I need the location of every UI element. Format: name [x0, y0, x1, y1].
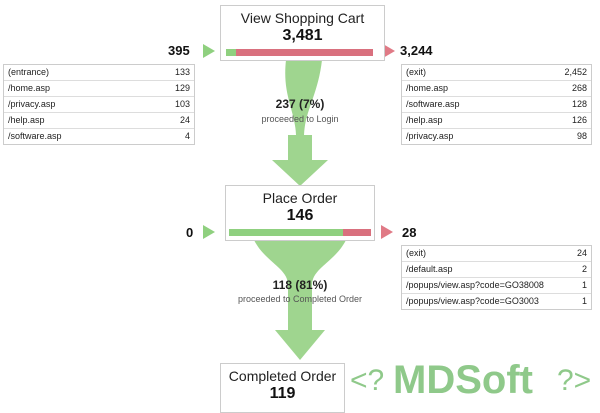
table-row: (entrance) 133	[4, 65, 194, 81]
entrance-count: 0	[186, 225, 194, 240]
exit-bar	[236, 49, 373, 56]
entrance-count: 395	[168, 43, 190, 58]
destination: (exit)	[406, 67, 426, 77]
count: 128	[571, 99, 587, 109]
page: Funnel body { margin: 0; width: 600px; h…	[3, 5, 592, 413]
table-row: (exit) 24	[402, 246, 591, 262]
step-title: Place Order	[262, 190, 338, 206]
table-row: /home.asp 268	[402, 81, 591, 97]
table-row: /home.asp 129	[4, 81, 194, 97]
count: 2,452	[564, 67, 587, 77]
step-box: Completed Order 119	[220, 363, 345, 413]
exit-table: (exit) 24 /default.asp 2 /popups/view.asp?…	[401, 245, 592, 310]
destination: /default.asp	[406, 264, 453, 274]
count: 2	[581, 264, 587, 274]
destination: /popups/view.asp?code=GO3003	[406, 296, 539, 306]
table-row: /help.asp 24	[4, 113, 194, 129]
source: (entrance)	[8, 67, 50, 77]
table-row: /help.asp 126	[402, 113, 591, 129]
step-title: Completed Order	[228, 368, 337, 384]
exit-table: (exit) 2,452 /home.asp 268 /software.asp 12…	[401, 64, 592, 145]
table-row: (exit) 2,452	[402, 65, 591, 81]
count: 1	[581, 280, 587, 290]
source: /home.asp	[8, 83, 51, 93]
table-row: /popups/view.asp?code=GO38008 1	[402, 278, 591, 294]
exit-bar	[343, 229, 371, 236]
proceed-bar	[229, 229, 343, 236]
entrance-arrow	[203, 225, 215, 239]
funnel-arrow	[272, 60, 328, 186]
watermark-logo: MDSoft	[393, 358, 533, 402]
destination: /help.asp	[406, 115, 443, 125]
count: 126	[571, 115, 587, 125]
body: View Shopping Cart 3,481 395 3,244 (entr…	[3, 5, 592, 413]
exit-arrow	[383, 44, 395, 58]
count: 4	[184, 131, 190, 141]
step-box: Place Order 146	[225, 185, 375, 241]
watermark-open: <?	[350, 364, 385, 397]
table-row: /software.asp 4	[4, 129, 194, 144]
proceeded-label: proceeded to Login	[261, 114, 339, 124]
table-row: /popups/view.asp?code=GO3003 1	[402, 294, 591, 309]
count: 268	[571, 83, 587, 93]
count: 98	[576, 131, 587, 141]
step-value: 146	[286, 207, 314, 224]
step-title: View Shopping Cart	[240, 10, 365, 26]
count: 133	[174, 67, 190, 77]
table-row: /software.asp 128	[402, 97, 591, 113]
destination: /software.asp	[406, 99, 460, 109]
proceed-bar	[226, 49, 236, 56]
table-row: /default.asp 2	[402, 262, 591, 278]
count: 24	[179, 115, 190, 125]
destination: (exit)	[406, 248, 426, 258]
exit-count: 3,244	[400, 43, 433, 58]
exit-count: 28	[402, 225, 417, 240]
entrance-table: (entrance) 133 /home.asp 129 /privacy.asp 1…	[3, 64, 195, 145]
count: 24	[576, 248, 587, 258]
count: 129	[174, 83, 190, 93]
proceeded-count: 237 (7%)	[275, 97, 325, 111]
table-row: /privacy.asp 98	[402, 129, 591, 144]
exit-arrow	[381, 225, 393, 239]
source: /software.asp	[8, 131, 62, 141]
count: 1	[581, 296, 587, 306]
funnel-arrow	[254, 240, 346, 360]
entrance-arrow	[203, 44, 215, 58]
step-value: 119	[269, 385, 296, 402]
count: 103	[174, 99, 190, 109]
proceeded-label: proceeded to Completed Order	[237, 294, 363, 304]
funnel-graphics	[203, 44, 395, 360]
step-value: 3,481	[282, 27, 323, 44]
proceeded-count: 118 (81%)	[272, 278, 328, 292]
destination: /home.asp	[406, 83, 449, 93]
watermark-close: ?>	[557, 364, 592, 397]
destination: /privacy.asp	[406, 131, 454, 141]
destination: /popups/view.asp?code=GO38008	[406, 280, 544, 290]
step-box: View Shopping Cart 3,481	[220, 5, 385, 61]
source: /privacy.asp	[8, 99, 56, 109]
source: /help.asp	[8, 115, 45, 125]
table-row: /privacy.asp 103	[4, 97, 194, 113]
